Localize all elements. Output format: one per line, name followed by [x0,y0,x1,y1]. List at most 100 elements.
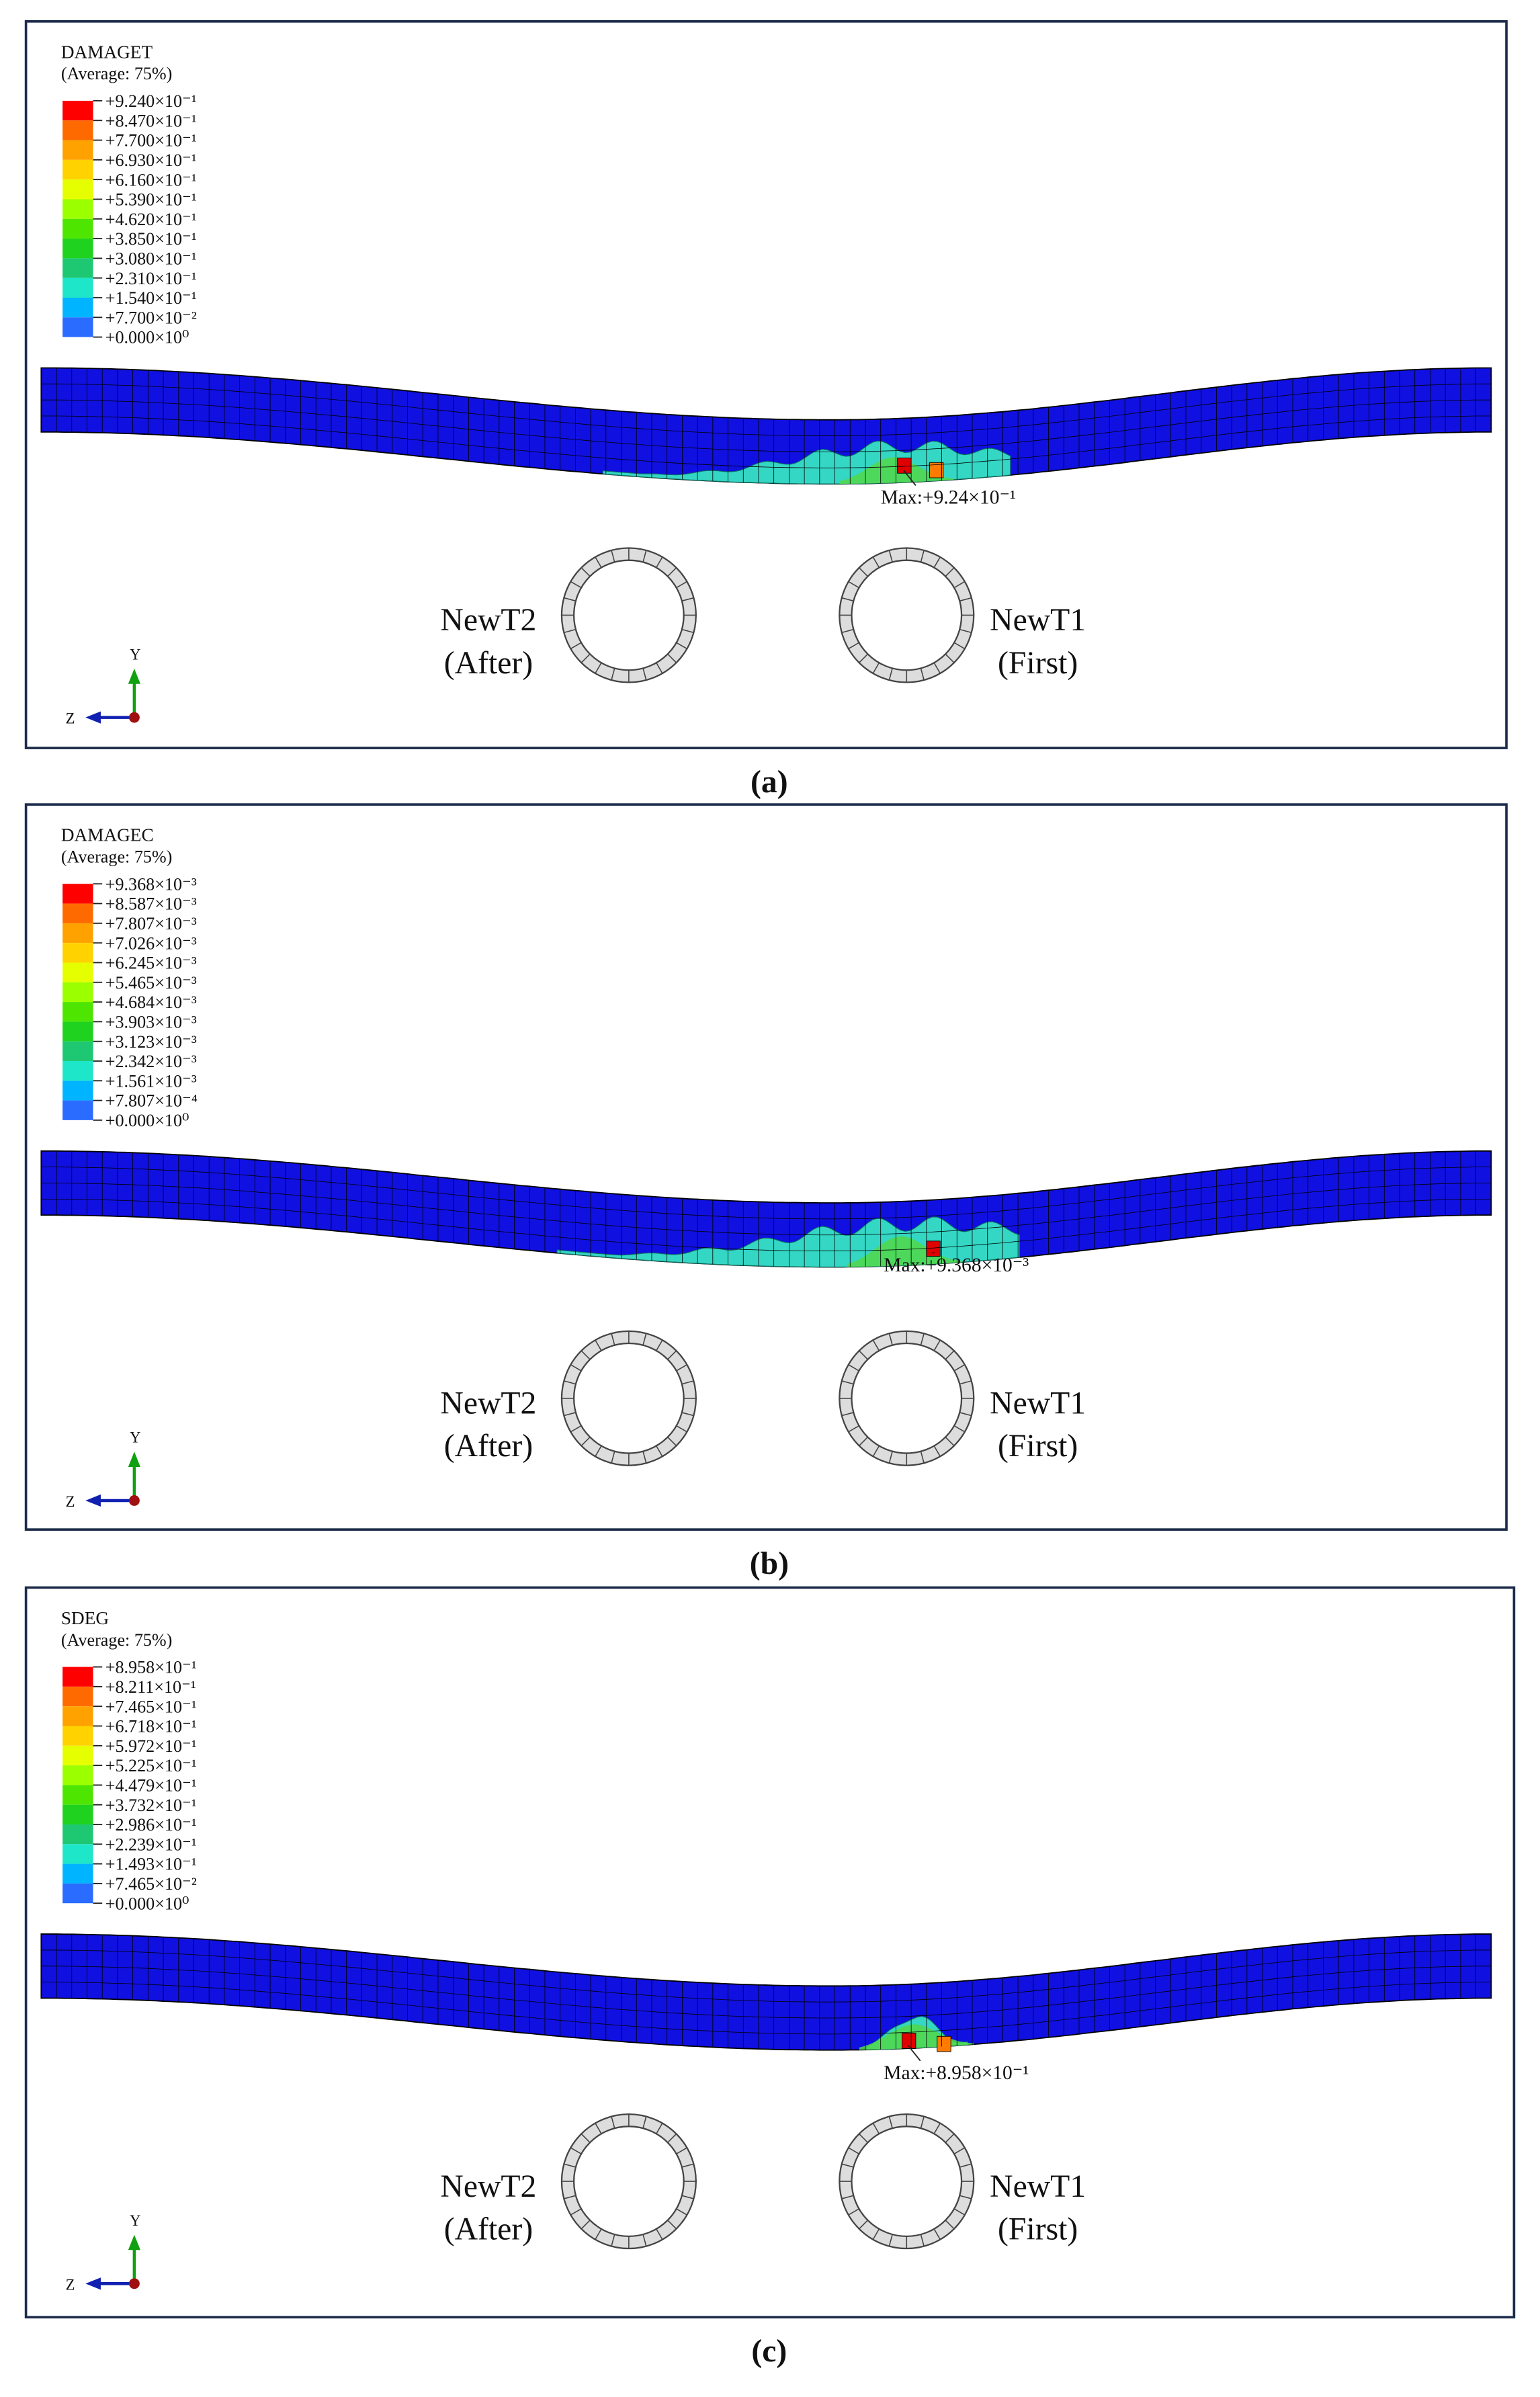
tunnel-segment [945,1437,955,1447]
tunnel-segment [848,581,859,589]
tunnel-segment [920,550,925,562]
tunnel-note: (First) [998,2211,1078,2246]
tunnel-segment [564,2195,576,2199]
tunnel-segment [933,2228,941,2240]
tunnel-note: (After) [444,645,533,681]
legend-swatch [62,1081,93,1101]
legend-swatch [62,1667,93,1687]
tunnel-name: NewT2 [440,602,536,638]
caption: (a) [751,764,788,800]
legend-label: +0.000×10⁰ [105,328,189,347]
legend-label: +2.310×10⁻¹ [105,269,197,288]
tunnel-segment [933,662,941,674]
tunnel-segment [570,1425,582,1433]
max-leader [903,470,916,486]
legend-swatch [62,258,93,278]
tunnel-segment [848,2147,859,2154]
tunnel-segment [667,1350,677,1360]
legend-swatch [62,1824,93,1845]
panel: DAMAGET (Average: 75%) +9.240×10⁻¹+8.470×1… [24,20,1508,800]
tunnel-segment [848,2208,859,2216]
mesh-line [41,1966,1492,2019]
caption: (b) [750,1546,789,1581]
mesh-line [41,1167,1492,1220]
tunnel-segment [611,668,615,681]
legend-label: +2.342×10⁻³ [105,1052,197,1071]
legend-label: +5.390×10⁻¹ [105,190,197,210]
legend-swatch [62,317,93,337]
tunnel-segment [933,556,941,569]
tunnel-segment [611,2234,615,2246]
tunnel-segment [841,597,854,602]
legend-swatch [62,1100,93,1120]
tunnel-segment [920,1451,925,1464]
legend-label: +7.700×10⁻² [105,308,197,327]
legend-label: +6.930×10⁻¹ [105,151,197,170]
tunnel-segment [920,2234,925,2246]
tunnel-segment [848,642,859,650]
tunnel-segment [611,550,615,562]
legend-label: +0.000×10⁰ [105,1894,189,1913]
legend-swatch [62,943,93,963]
tunnel-segment [581,1437,591,1447]
legend-swatch [62,218,93,239]
legend-label: +2.239×10⁻¹ [105,1835,197,1854]
tunnel-segment [656,556,663,569]
tunnel-segment [681,1380,694,1385]
legend-swatch [62,923,93,943]
tunnel-segment [953,581,966,589]
axis-origin [128,1495,140,1506]
legend-swatch [62,1863,93,1884]
tunnel-inner [851,2126,963,2237]
mesh-line [41,399,1492,452]
tunnel-segment [945,1350,955,1360]
legend-label: +7.807×10⁻³ [105,914,197,933]
legend-label: +8.587×10⁻³ [105,894,197,914]
legend-label: +5.465×10⁻³ [105,973,197,993]
legend-label: +3.903×10⁻³ [105,1012,197,1032]
variable-name: DAMAGET [61,42,153,62]
tunnel-segment [564,2163,576,2168]
tunnel-segment [570,2208,582,2216]
tunnel-segment [859,653,869,663]
axis-z-label: Z [66,710,75,727]
tunnel-segment [841,1412,854,1417]
tunnel-segment [841,2195,854,2199]
tunnel-segment [888,1451,893,1464]
tunnel-segment [888,668,893,681]
damage-peak [937,2035,951,2052]
legend-label: +3.080×10⁻¹ [105,249,197,268]
damage-peak [926,1240,941,1257]
tunnel-segment [564,597,576,602]
tunnel-segment [841,1380,854,1385]
legend-swatch [62,1745,93,1766]
tunnel-segment [676,2208,687,2216]
tunnel-segment [872,1445,880,1457]
tunnel-segment [872,2123,880,2134]
tunnel-segment [888,2116,893,2129]
legend-swatch [62,1726,93,1746]
tunnel-segment [859,567,869,577]
tunnel-segment [953,1364,966,1372]
averaging: (Average: 75%) [61,64,173,83]
tunnel-segment [953,2147,966,2154]
axis-y-label: Y [130,646,140,663]
tunnel-segment [642,1333,647,1345]
tunnel-note: (First) [998,1428,1078,1464]
legend-label: +2.986×10⁻¹ [105,1815,197,1835]
tunnel-segment [959,2195,972,2199]
legend-label: +6.718×10⁻¹ [105,1717,197,1736]
axis-y-label: Y [130,2212,140,2229]
legend-swatch [62,1765,93,1785]
tunnel-segment [859,1350,869,1360]
tunnel-segment [595,1339,602,1351]
damage-peak [902,2033,916,2049]
legend-label: +4.620×10⁻¹ [105,210,197,229]
tunnel-segment [933,1445,941,1457]
legend-swatch [62,100,93,121]
tunnel-segment [945,2133,955,2143]
tunnel-segment [667,1437,677,1447]
tunnel-segment [920,668,925,681]
tunnel-segment [570,2147,582,2154]
tunnel-segment [959,2163,972,2168]
